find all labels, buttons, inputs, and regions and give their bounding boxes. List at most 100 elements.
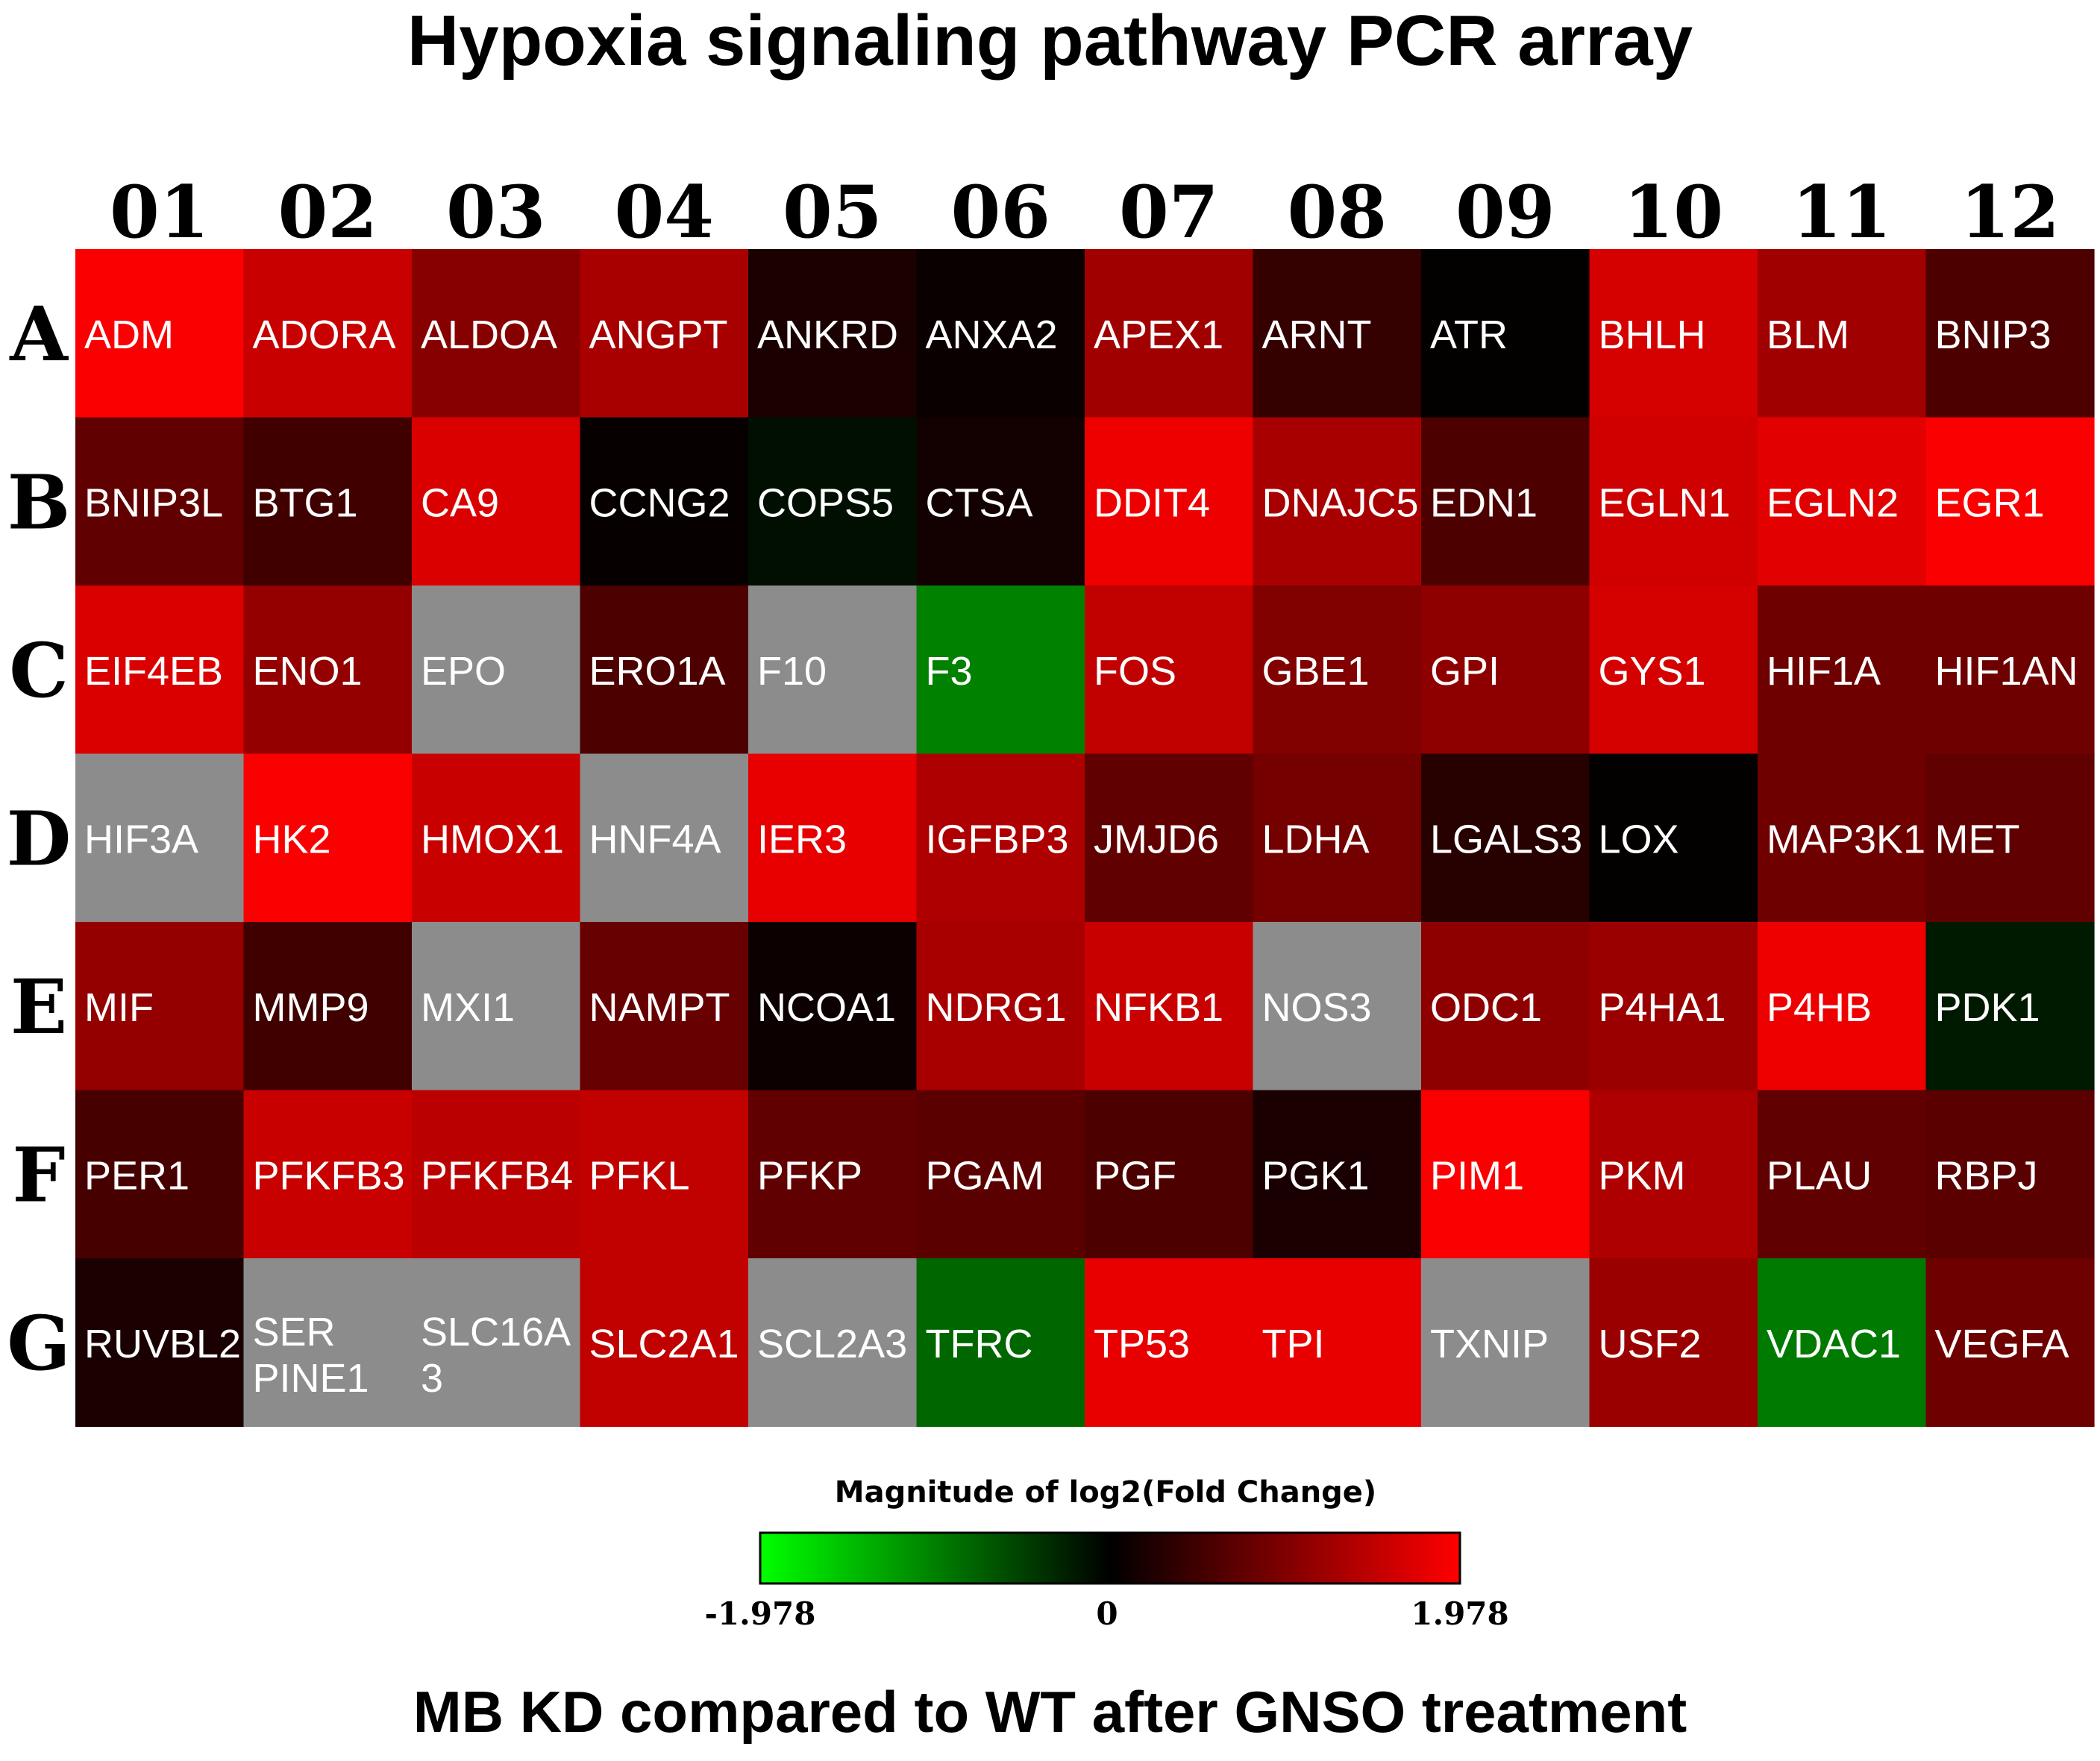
cell-label-C04: ERO1A	[589, 649, 726, 694]
heatmap-cell-F12	[1925, 1090, 2095, 1259]
row-label-A: A	[9, 290, 69, 378]
column-label-02: 02	[278, 170, 377, 254]
cell-label-C07: FOS	[1094, 649, 1176, 694]
cell-label-G02: SER PINE1	[253, 1310, 369, 1401]
heatmap-cell-F01	[75, 1090, 245, 1259]
heatmap-cell-E12	[1925, 922, 2095, 1091]
heatmap-cell-G06	[916, 1258, 1085, 1428]
heatmap-cell-C03	[412, 586, 581, 755]
heatmap-cell-D12	[1925, 753, 2095, 923]
chart-subtitle: MB KD compared to WT after GNSO treatmen…	[413, 1679, 1687, 1745]
row-label-G: G	[7, 1299, 70, 1387]
heatmap-cell-E07	[1085, 922, 1254, 1091]
cell-label-B06: CTSA	[926, 480, 1033, 525]
cell-label-E11: P4HB	[1767, 985, 1872, 1030]
cell-label-B10: EGLN1	[1599, 480, 1731, 525]
heatmap-cell-A10	[1589, 249, 1758, 418]
cell-label-G06: TFRC	[926, 1322, 1033, 1366]
cell-label-B07: DDIT4	[1094, 480, 1210, 525]
cell-label-D01: HIF3A	[84, 817, 198, 861]
heatmap-cell-A05	[748, 249, 918, 418]
cell-label-D09: LGALS3	[1430, 817, 1582, 861]
cell-label-F09: PIM1	[1430, 1153, 1524, 1198]
cell-label-D04: HNF4A	[589, 817, 721, 861]
heatmap-cell-G08	[1253, 1258, 1422, 1428]
colorbar-title: Magnitude of log2(Fold Change)	[835, 1475, 1376, 1510]
cell-label-A02: ADORA	[253, 313, 396, 357]
column-label-06: 06	[950, 170, 1050, 254]
cell-label-E05: NCOA1	[757, 985, 896, 1030]
heatmap-cell-F04	[580, 1090, 749, 1259]
cell-label-G04: SLC2A1	[589, 1322, 739, 1366]
heatmap-cell-B08	[1253, 417, 1422, 586]
heatmap-cell-D03	[412, 753, 581, 923]
column-label-09: 09	[1455, 170, 1555, 254]
cell-label-B12: EGR1	[1935, 480, 2045, 525]
heatmap-cell-G01	[75, 1258, 245, 1428]
heatmap-cell-D02	[243, 753, 413, 923]
cell-label-B03: CA9	[421, 480, 499, 525]
heatmap-cell-E03	[412, 922, 581, 1091]
cell-label-E07: NFKB1	[1094, 985, 1223, 1030]
cell-label-F03: PFKFB4	[421, 1153, 573, 1198]
heatmap-cell-B11	[1758, 417, 1927, 586]
heatmap-cell-A01	[75, 249, 245, 418]
heatmap-cell-F09	[1421, 1090, 1590, 1259]
cell-label-D06: IGFBP3	[926, 817, 1069, 861]
heatmap-cell-D04	[580, 753, 749, 923]
heatmap-cells: ADM ADORA ALDOA ANGPT ANKRD ANXA2 APEX1 ARNT ATR…	[75, 249, 2095, 1428]
cell-label-F05: PFKP	[757, 1153, 862, 1198]
cell-label-C11: HIF1A	[1767, 649, 1881, 694]
heatmap-cell-C06	[916, 586, 1085, 755]
cell-label-G09: TXNIP	[1430, 1322, 1549, 1366]
cell-label-B08: DNAJC5	[1262, 480, 1419, 525]
heatmap-cell-G03	[412, 1258, 581, 1428]
cell-label-A03: ALDOA	[421, 313, 557, 357]
cell-label-G12: VEGFA	[1935, 1322, 2069, 1366]
heatmap-cell-E10	[1589, 922, 1758, 1091]
heatmap-cell-A03	[412, 249, 581, 418]
heatmap-cell-B03	[412, 417, 581, 586]
heatmap-cell-B12	[1925, 417, 2095, 586]
heatmap-cell-G02	[243, 1258, 413, 1428]
cell-label-A08: ARNT	[1262, 313, 1372, 357]
heatmap-cell-C04	[580, 586, 749, 755]
heatmap-cell-G09	[1421, 1258, 1590, 1428]
heatmap-cell-F06	[916, 1090, 1085, 1259]
cell-label-G11: VDAC1	[1767, 1322, 1901, 1366]
cell-label-C01: EIF4EB	[84, 649, 223, 694]
row-label-F: F	[13, 1131, 66, 1219]
cell-label-A09: ATR	[1430, 313, 1508, 357]
heatmap-cell-E06	[916, 922, 1085, 1091]
heatmap-cell-F07	[1085, 1090, 1254, 1259]
heatmap-cell-G11	[1758, 1258, 1927, 1428]
heatmap-cell-E05	[748, 922, 918, 1091]
cell-label-E06: NDRG1	[926, 985, 1067, 1030]
cell-label-A05: ANKRD	[757, 313, 898, 357]
cell-label-F04: PFKL	[589, 1153, 690, 1198]
heatmap-cell-F11	[1758, 1090, 1927, 1259]
heatmap-cell-G10	[1589, 1258, 1758, 1428]
column-label-01: 01	[110, 170, 210, 254]
heatmap-cell-C11	[1758, 586, 1927, 755]
heatmap-cell-D05	[748, 753, 918, 923]
heatmap-cell-C12	[1925, 586, 2095, 755]
cell-label-D11: MAP3K1	[1767, 817, 1925, 861]
heatmap-cell-E01	[75, 922, 245, 1091]
cell-label-A10: BHLH	[1599, 313, 1706, 357]
heatmap-cell-E11	[1758, 922, 1927, 1091]
cell-label-F11: PLAU	[1767, 1153, 1872, 1198]
heatmap-cell-C09	[1421, 586, 1590, 755]
colorbar-min-label: -1.978	[705, 1595, 816, 1632]
column-labels: 01 02 03 04 05 06 07 08 09 10 11 12	[110, 170, 2060, 254]
cell-label-A06: ANXA2	[926, 313, 1058, 357]
heatmap-cell-D11	[1758, 753, 1927, 923]
heatmap-cell-A08	[1253, 249, 1422, 418]
cell-label-D03: HMOX1	[421, 817, 564, 861]
heatmap-cell-D06	[916, 753, 1085, 923]
heatmap-cell-G12	[1925, 1258, 2095, 1428]
heatmap-cell-B07	[1085, 417, 1254, 586]
cell-label-C08: GBE1	[1262, 649, 1370, 694]
cell-label-G08: TPI	[1262, 1322, 1325, 1366]
